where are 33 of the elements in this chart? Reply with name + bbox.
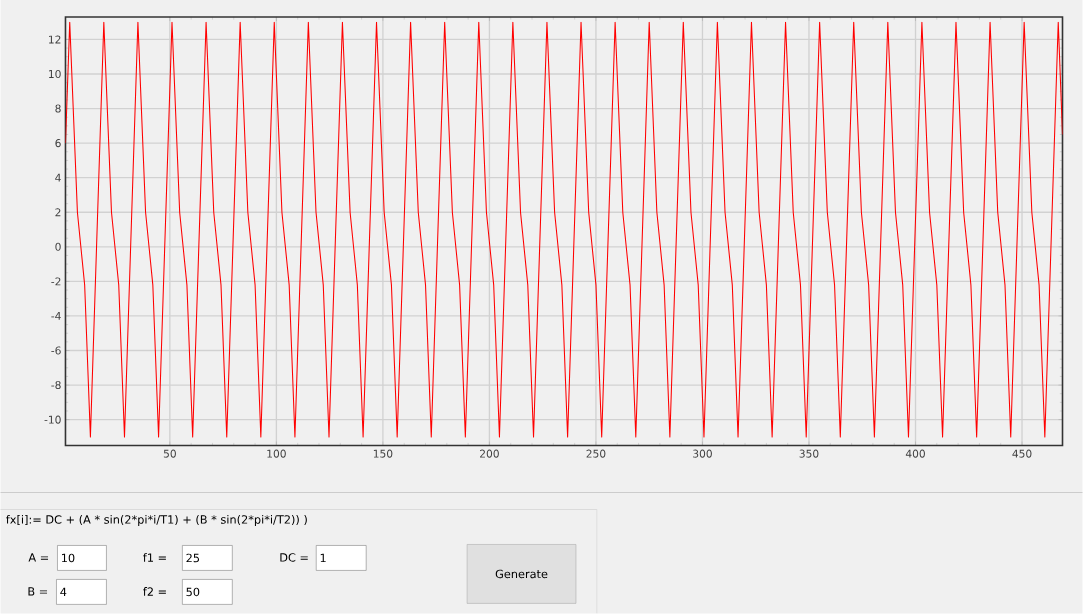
x-tick-label: 100	[267, 449, 286, 458]
y-tick-label: 8	[55, 104, 61, 113]
x-tick-label: 350	[799, 449, 819, 458]
text: Generate	[495, 569, 548, 579]
y-tick-label: 4	[55, 173, 61, 182]
x-tick-label: 400	[905, 449, 925, 458]
text: fx[i]:= DC + (A * sin(2*pi*i/T1) + (B * sin(2*pi*i/T2)) )	[6, 515, 307, 527]
text: B =	[28, 587, 48, 596]
y-tick-label: 12	[49, 35, 61, 44]
text: 1	[320, 553, 326, 563]
text: A =	[28, 553, 49, 562]
text: f2 =	[143, 587, 166, 596]
x-tick-label: 250	[586, 449, 606, 458]
y-tick-label: 0	[55, 242, 61, 251]
y-tick-label: 6	[55, 139, 61, 148]
text: 50	[186, 587, 200, 597]
y-tick-label: -4	[51, 312, 61, 320]
text: f1 =	[143, 553, 166, 562]
x-tick-label: 450	[1012, 449, 1032, 458]
text: 10	[62, 553, 75, 563]
y-tick-label: -10	[44, 415, 61, 424]
y-tick-label: -6	[51, 346, 61, 355]
y-tick-label: 10	[49, 70, 61, 79]
x-tick-label: 300	[693, 449, 712, 458]
y-tick-label: -2	[51, 277, 61, 286]
text: DC =	[280, 553, 308, 562]
x-tick-label: 50	[163, 449, 176, 458]
x-tick-label: 200	[480, 449, 499, 458]
x-tick-label: 150	[373, 449, 393, 458]
line-series	[65, 21, 1063, 438]
text: 25	[186, 553, 200, 563]
y-tick-label: -8	[51, 381, 61, 390]
y-tick-label: 2	[55, 208, 61, 217]
